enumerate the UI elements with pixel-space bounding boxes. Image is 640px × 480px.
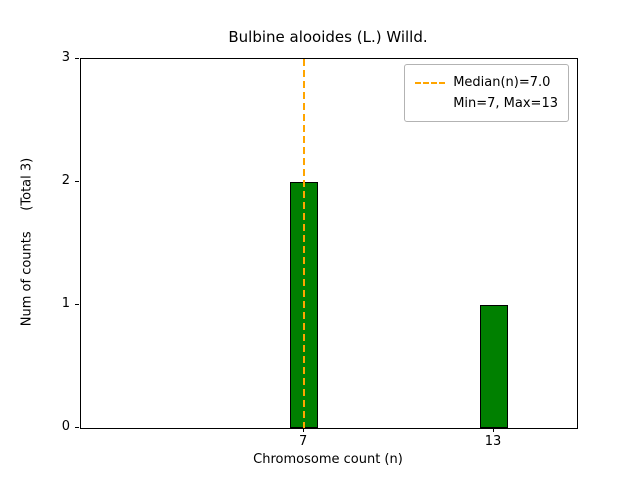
legend-label-median: Median(n)=7.0 — [453, 75, 551, 90]
median-line — [303, 59, 306, 428]
x-axis-label: Chromosome count (n) — [253, 452, 403, 467]
legend-label-minmax: Min=7, Max=13 — [453, 96, 558, 111]
y-tick-mark-0 — [75, 426, 79, 428]
x-tick-mark-7 — [302, 428, 304, 432]
y-tick-mark-2 — [75, 180, 79, 182]
x-tick-mark-13 — [492, 428, 494, 432]
y-tick-label-2: 2 — [61, 173, 70, 188]
legend-entry-median: Median(n)=7.0 — [415, 72, 558, 93]
y-tick-mark-1 — [75, 303, 79, 305]
x-tick-label-13: 13 — [484, 434, 502, 449]
chart-title: Bulbine alooides (L.) Willd. — [228, 28, 428, 46]
bar-13 — [479, 305, 509, 428]
y-tick-mark-3 — [75, 57, 79, 59]
dashed-line-icon — [415, 81, 446, 84]
y-tick-label-3: 3 — [61, 50, 70, 65]
y-tick-label-0: 0 — [61, 419, 70, 434]
x-tick-label-7: 7 — [299, 434, 308, 449]
y-tick-label-1: 1 — [61, 296, 70, 311]
legend-entry-minmax: Min=7, Max=13 — [415, 93, 558, 114]
legend: Median(n)=7.0 Min=7, Max=13 — [404, 64, 569, 122]
